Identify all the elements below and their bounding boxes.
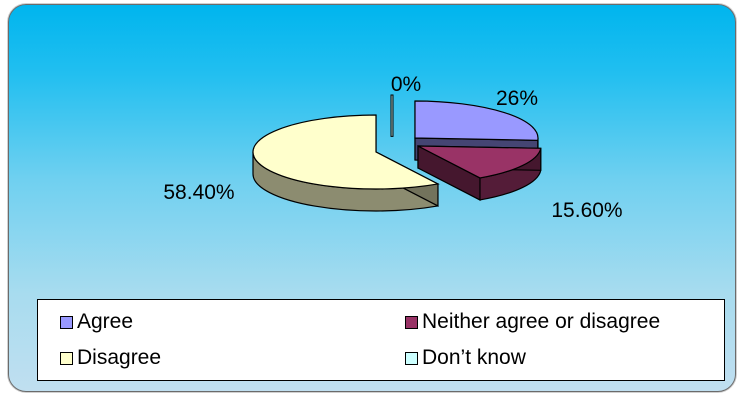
legend-item-disagree: Disagree xyxy=(60,344,161,372)
legend-swatch-disagree xyxy=(60,351,73,365)
slice-disagree-top xyxy=(252,114,440,190)
legend-item-dont-know: Don’t know xyxy=(405,344,526,372)
legend-swatch-dont-know xyxy=(405,351,418,365)
data-labels: 26% 15.60% 58.40% 0% xyxy=(163,73,622,222)
legend-item-agree: Agree xyxy=(60,308,133,336)
slice-neither-agree-or-disagree-top xyxy=(417,145,542,179)
legend-label-dont-know: Don’t know xyxy=(422,346,526,369)
pie-chart: 26% 15.60% 58.40% 0% xyxy=(163,73,622,222)
chart-area: 26% 15.60% 58.40% 0% Agree Neither agree or… xyxy=(8,4,736,392)
legend-swatch-neither xyxy=(405,315,418,329)
slice-agree-top xyxy=(414,100,539,141)
data-label-disagree: 58.40% xyxy=(163,181,234,204)
legend-label-neither: Neither agree or disagree xyxy=(422,310,661,333)
data-label-don-t-know: 0% xyxy=(391,73,421,96)
slice-don-t-know xyxy=(390,94,394,137)
pie-tops xyxy=(252,100,542,190)
legend-label-disagree: Disagree xyxy=(77,346,162,369)
legend-item-neither: Neither agree or disagree xyxy=(405,308,660,336)
legend-swatch-agree xyxy=(60,315,73,329)
legend: Agree Neither agree or disagree Disagree… xyxy=(37,299,725,381)
data-label-neither-agree-or-disagree: 15.60% xyxy=(551,199,622,222)
legend-label-agree: Agree xyxy=(77,310,134,333)
data-label-agree: 26% xyxy=(496,87,538,110)
